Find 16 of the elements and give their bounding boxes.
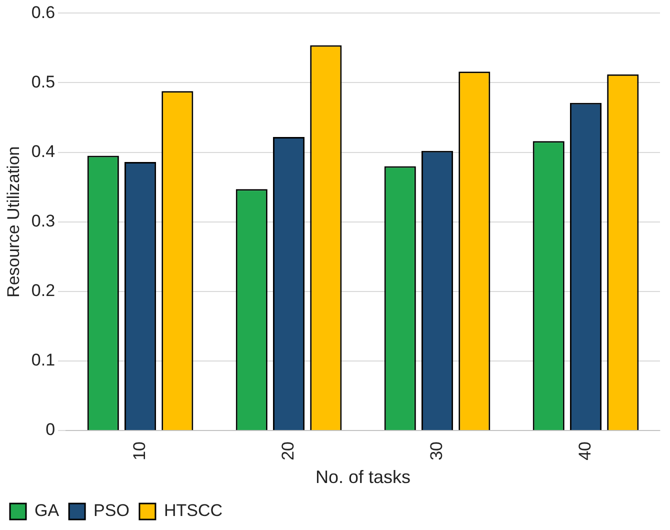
x-axis-title: No. of tasks	[315, 467, 411, 488]
legend-label: PSO	[94, 501, 130, 520]
y-tick-label: 0	[46, 420, 56, 440]
y-axis-title: Resource Utilization	[4, 146, 23, 298]
y-tick-label: 0.3	[31, 212, 56, 231]
y-tick-label: 0.2	[31, 281, 56, 300]
x-tick-label: 30	[426, 441, 446, 460]
legend-label: HTSCC	[164, 501, 223, 520]
y-tick-label: 0.4	[31, 142, 56, 161]
y-tick-label: 0.1	[31, 350, 56, 370]
x-tick-label: 10	[130, 441, 149, 460]
x-tick-label: 20	[278, 441, 298, 460]
x-tick-label: 40	[575, 441, 594, 460]
y-tick-label: 0.6	[31, 2, 56, 22]
legend-label: GA	[34, 501, 60, 520]
y-tick-label: 0.5	[31, 72, 56, 92]
